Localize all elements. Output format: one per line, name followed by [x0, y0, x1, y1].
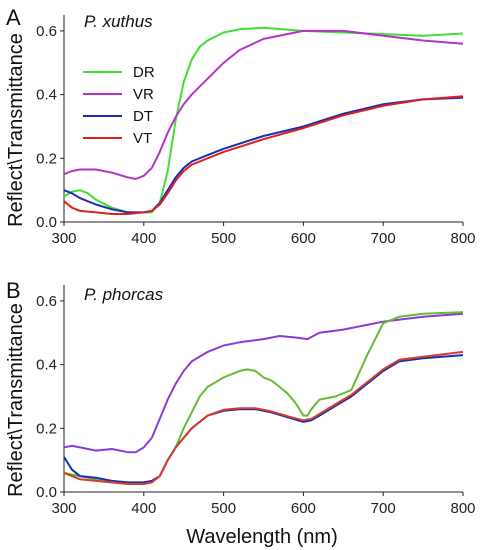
- panel-a-x-tick-label: 400: [131, 230, 156, 247]
- panel-a-series-vt-line: [63, 95, 464, 215]
- panel-b-series-0-line: [63, 312, 464, 454]
- legend-label-vr: VR: [133, 86, 154, 103]
- panel-b-x-tick-label: 400: [131, 500, 156, 517]
- panel-a-y-tick-label: 0.6: [36, 23, 57, 40]
- panel-a-x-tick-label: 800: [450, 230, 475, 247]
- y-axis-title-b: Reflect\Transmittance: [5, 303, 27, 497]
- panel-a-x-tick-label: 700: [371, 230, 396, 247]
- panel-b-x-tick-label: 700: [371, 500, 396, 517]
- panel-a-letter: A: [6, 5, 21, 30]
- panel-b-x-tick-label: 500: [211, 500, 236, 517]
- panel-b-x-tick-label: 600: [291, 500, 316, 517]
- panel-b-y-tick-label: 0.2: [36, 420, 57, 437]
- x-axis-title: Wavelength (nm): [186, 526, 338, 548]
- panel-a-series-vr-line: [63, 29, 464, 180]
- legend-label-dr: DR: [133, 64, 155, 81]
- legend-label-dt: DT: [133, 108, 153, 125]
- panel-b-series-3-line: [63, 350, 464, 485]
- panel-a-y-tick-label: 0.0: [36, 214, 57, 231]
- panel-a-x-tick-label: 600: [291, 230, 316, 247]
- legend-label-vt: VT: [133, 130, 152, 147]
- panel-a-y-tick-label: 0.2: [36, 150, 57, 167]
- panel-b-y-tick-label: 0.6: [36, 293, 57, 310]
- panel-b-y-tick-label: 0.4: [36, 357, 57, 374]
- panel-a-series-dr-line: [63, 26, 464, 214]
- panel-a-x-tick-label: 300: [51, 230, 76, 247]
- panel-a-title: P. xuthus: [84, 12, 153, 31]
- panel-b-title: P. phorcas: [84, 285, 164, 304]
- panel-a-x-tick-label: 500: [211, 230, 236, 247]
- panel-a-series-dt-line: [63, 96, 464, 214]
- panel-b-y-tick-label: 0.0: [36, 484, 57, 501]
- panel-b-series-1-line: [63, 311, 464, 485]
- panel-a-y-tick-label: 0.4: [36, 87, 57, 104]
- panel-b-x-tick-label: 800: [450, 500, 475, 517]
- panel-b-series-2-line: [63, 354, 464, 484]
- panel-b-x-tick-label: 300: [51, 500, 76, 517]
- y-axis-title: Reflect\Transmittance: [5, 33, 27, 227]
- panel-b-letter: B: [6, 278, 21, 303]
